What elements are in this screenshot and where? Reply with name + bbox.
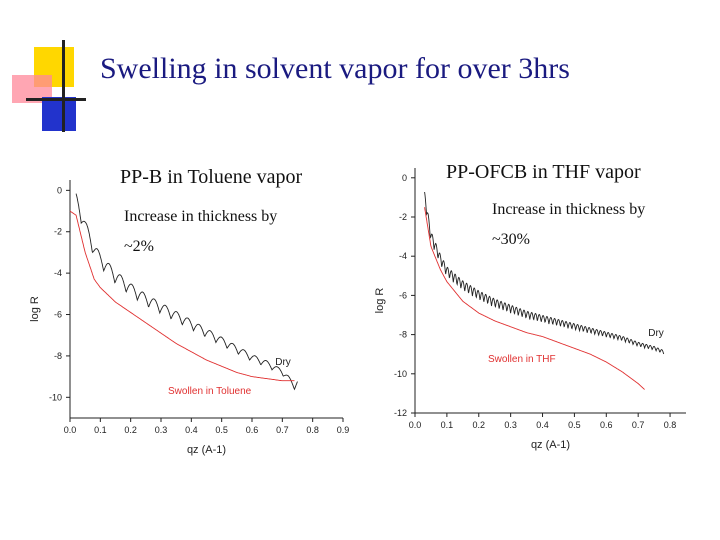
x-tick-label: 0.6 [600,420,613,430]
chart-left-title: PP-B in Toluene vapor [120,166,302,188]
x-tick-label: 0.2 [473,420,486,430]
x-tick-label: 0.1 [94,425,107,435]
x-tick-label: 0.8 [306,425,319,435]
slide-title: Swelling in solvent vapor for over 3hrs [100,52,570,85]
y-tick-label: -6 [399,290,407,300]
legend-entry-swollen: Swollen in THF [488,354,556,365]
series-line-dry [424,191,665,355]
series-line-swollen [424,207,645,390]
x-axis-label: qz (A-1) [187,444,226,456]
series-line-swollen [69,210,295,382]
chart-right-title: PP-OFCB in THF vapor [446,161,641,183]
y-tick-label: 0 [402,173,407,183]
x-tick-label: 0.5 [568,420,581,430]
y-tick-label: -6 [54,310,62,320]
chart-left-legend: Dry Swollen in Toluene [168,357,291,397]
chart-left: PP-B in Toluene vapor Increase in thickn… [29,166,349,456]
x-tick-label: 0.7 [632,420,645,430]
x-tick-label: 0.0 [64,425,77,435]
chart-right: PP-OFCB in THF vapor Increase in thickne… [374,161,686,451]
x-tick-label: 0.5 [215,425,228,435]
chart-left-note-line1: Increase in thickness by [124,208,277,225]
x-tick-label: 0.7 [276,425,289,435]
x-tick-label: 0.4 [536,420,549,430]
y-tick-label: -2 [54,227,62,237]
chart-right-ticklabels: 0 -2 -4 -6 -8 -10 -120.0 0.1 0.2 0.3 0.4 0.5 0.6 0.7 0… [374,173,676,451]
y-tick-label: -8 [54,351,62,361]
y-tick-label: 0 [57,185,62,195]
deco-vertical-line [62,40,65,132]
y-tick-label: -12 [394,408,407,418]
chart-left-series [69,193,298,391]
legend-entry-dry: Dry [275,357,291,368]
y-tick-label: -10 [394,369,407,379]
x-tick-label: 0.0 [409,420,422,430]
chart-left-axes [66,180,344,422]
x-tick-label: 0.3 [155,425,168,435]
chart-right-note-line1: Increase in thickness by [492,201,645,218]
x-tick-label: 0.1 [441,420,454,430]
series-line-dry [75,193,298,391]
y-tick-label: -4 [54,268,62,278]
chart-right-legend: Dry Swollen in THF [488,328,664,365]
x-tick-label: 0.4 [185,425,198,435]
chart-right-axes [411,168,686,417]
x-tick-label: 0.8 [664,420,677,430]
y-tick-label: -2 [399,212,407,222]
y-tick-label: -8 [399,330,407,340]
chart-right-series [424,191,665,390]
y-axis-label: log R [29,296,41,322]
y-axis-label: log R [374,288,386,314]
y-tick-label: -10 [49,392,62,402]
x-tick-label: 0.2 [124,425,137,435]
x-axis-label: qz (A-1) [531,439,570,451]
chart-left-note-line2: ~2% [124,238,154,255]
legend-entry-swollen: Swollen in Toluene [168,386,252,397]
y-tick-label: -4 [399,251,407,261]
legend-entry-dry: Dry [648,328,664,339]
x-tick-label: 0.3 [504,420,517,430]
chart-left-ticklabels: 0 -2 -4 -6 -8 -10 0.0 0.1 0.2 0.3 0.4 0.5 0.6 0.7 0.8 0… [29,185,349,456]
x-tick-label: 0.6 [246,425,259,435]
deco-horizontal-line [26,98,86,101]
chart-right-note-line2: ~30% [492,231,530,248]
deco-blue-square [42,97,76,131]
x-tick-label: 0.9 [337,425,350,435]
